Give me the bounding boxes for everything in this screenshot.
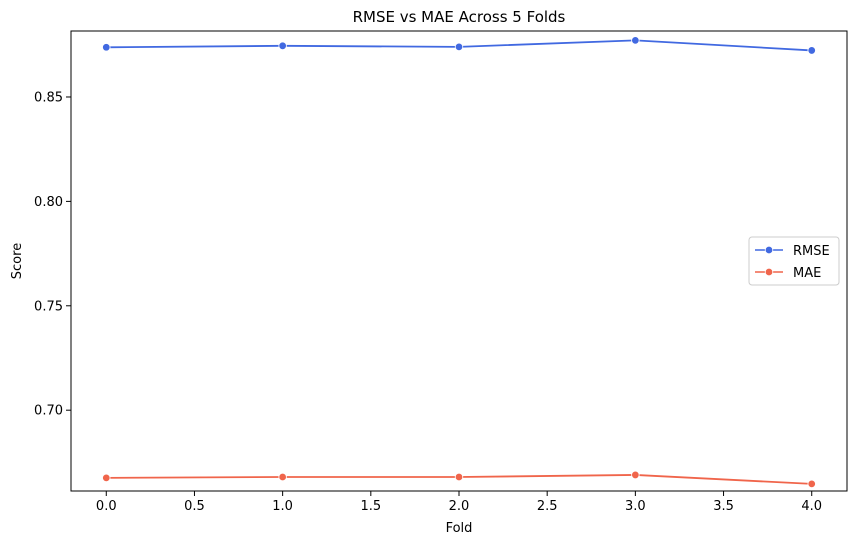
x-tick-label: 1.5 bbox=[360, 499, 381, 514]
y-axis-ticks: 0.70 0.75 0.80 0.85 bbox=[34, 90, 71, 419]
data-point-mae bbox=[278, 472, 287, 482]
legend-marker-mae bbox=[764, 267, 774, 277]
y-axis-label: Score bbox=[10, 243, 25, 279]
x-axis-label: Fold bbox=[446, 521, 473, 536]
x-tick-label: 4.0 bbox=[801, 499, 822, 514]
x-tick-label: 2.0 bbox=[449, 499, 470, 514]
legend-label-mae: MAE bbox=[793, 266, 821, 281]
chart-title: RMSE vs MAE Across 5 Folds bbox=[353, 8, 566, 26]
x-tick-label: 2.5 bbox=[537, 499, 558, 514]
y-tick-label: 0.75 bbox=[34, 299, 63, 314]
data-point-mae bbox=[102, 473, 111, 483]
series-layer bbox=[102, 36, 816, 489]
y-tick-label: 0.85 bbox=[34, 90, 63, 105]
data-point-mae bbox=[807, 479, 816, 489]
y-tick-label: 0.80 bbox=[34, 195, 63, 210]
data-point-rmse bbox=[631, 36, 640, 45]
x-tick-label: 3.0 bbox=[625, 499, 646, 514]
y-tick-label: 0.70 bbox=[34, 404, 63, 419]
x-tick-label: 3.5 bbox=[713, 499, 734, 514]
data-point-rmse bbox=[102, 43, 111, 52]
data-point-mae bbox=[631, 470, 640, 480]
data-point-rmse bbox=[807, 46, 816, 55]
plot-area bbox=[70, 30, 848, 492]
x-tick-label: 1.0 bbox=[272, 499, 293, 514]
data-point-rmse bbox=[278, 41, 287, 51]
legend-label-rmse: RMSE bbox=[793, 244, 830, 259]
x-axis-ticks: 0.0 0.5 1.0 1.5 2.0 2.5 3.0 3.5 4.0 bbox=[96, 491, 822, 514]
data-point-rmse bbox=[454, 42, 464, 52]
legend: RMSE MAE bbox=[748, 236, 840, 286]
data-point-mae bbox=[454, 472, 464, 482]
x-tick-label: 0.0 bbox=[96, 499, 117, 514]
legend-marker-rmse bbox=[764, 245, 774, 255]
x-tick-label: 0.5 bbox=[184, 499, 205, 514]
